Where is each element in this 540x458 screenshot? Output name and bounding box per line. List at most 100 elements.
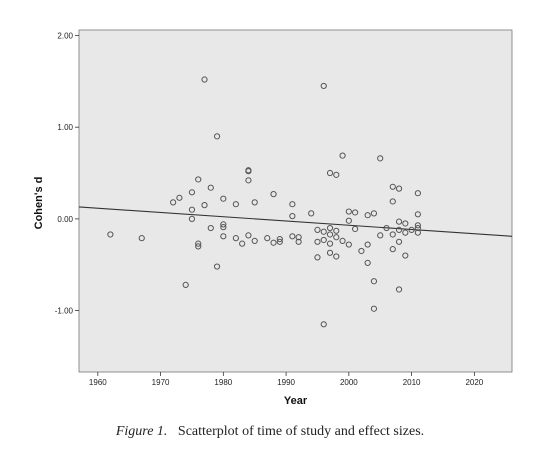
plot-background <box>78 29 513 373</box>
data-point <box>414 211 421 218</box>
data-point <box>345 241 352 248</box>
data-point <box>320 321 327 328</box>
data-point <box>414 190 421 197</box>
data-point <box>220 233 227 240</box>
data-point <box>289 201 296 208</box>
data-point <box>213 263 221 270</box>
figure-caption: Figure 1. Scatterplot of time of study a… <box>0 424 540 440</box>
data-point <box>182 281 189 288</box>
data-point <box>270 191 277 198</box>
data-point <box>188 215 196 222</box>
data-point <box>402 229 409 236</box>
data-point <box>239 240 246 247</box>
data-point <box>220 195 227 202</box>
data-point <box>195 176 202 183</box>
data-point <box>345 217 352 224</box>
data-point <box>352 209 359 216</box>
data-point <box>383 224 390 232</box>
data-point <box>370 305 378 312</box>
data-point <box>207 224 214 232</box>
data-point <box>395 185 403 192</box>
data-point <box>320 228 327 235</box>
data-point <box>314 254 321 261</box>
data-point <box>377 155 384 162</box>
data-point <box>320 82 327 90</box>
data-point <box>188 189 196 196</box>
y-tick-label: 2.00 <box>57 32 73 41</box>
data-point <box>220 224 227 231</box>
x-tick-label: 1970 <box>152 378 170 387</box>
data-point <box>220 221 227 228</box>
data-point <box>213 133 221 140</box>
data-point <box>308 210 315 217</box>
data-point <box>289 233 296 240</box>
data-point <box>201 76 208 83</box>
data-point <box>314 238 321 245</box>
y-axis-title: Cohen's d <box>33 177 45 230</box>
data-point <box>414 222 421 229</box>
data-point <box>232 201 239 208</box>
data-point <box>389 183 396 190</box>
data-point <box>195 240 202 247</box>
data-point <box>295 234 302 241</box>
data-point <box>395 226 403 233</box>
data-point <box>364 259 371 266</box>
data-point <box>245 232 252 239</box>
data-point <box>245 177 252 184</box>
data-point <box>320 236 327 244</box>
data-point <box>358 247 365 255</box>
data-point <box>370 278 378 285</box>
data-point <box>251 237 258 244</box>
scatter-chart: 1960 1970 1980 1990 2000 2010 2020 -1.00 0.00 1.0… <box>33 29 513 407</box>
data-point <box>326 231 334 238</box>
caption-text: Scatterplot of time of study and effect … <box>177 424 425 439</box>
data-point <box>364 212 371 219</box>
data-point <box>395 238 403 245</box>
data-point <box>276 235 283 243</box>
data-point <box>414 229 421 236</box>
data-point <box>339 237 346 244</box>
data-point <box>408 226 415 233</box>
data-point <box>389 198 396 205</box>
data-point <box>389 231 396 238</box>
data-point <box>295 238 302 245</box>
data-point <box>289 213 296 220</box>
data-point <box>395 218 403 225</box>
data-point <box>352 225 359 233</box>
y-tick-label: 0.00 <box>57 215 73 224</box>
data-point <box>402 220 409 227</box>
data-point <box>414 224 421 232</box>
data-point <box>377 232 384 239</box>
data-point <box>138 235 145 242</box>
x-tick-label: 2020 <box>465 378 483 387</box>
data-point <box>345 208 352 215</box>
data-point <box>326 169 334 177</box>
x-axis-title: Year <box>284 395 308 407</box>
data-point <box>333 171 340 178</box>
data-point <box>232 235 239 242</box>
x-tick-label: 1990 <box>277 378 295 387</box>
data-point <box>389 246 396 253</box>
data-point <box>364 241 371 248</box>
data-point <box>270 239 277 246</box>
x-tick-label: 2000 <box>340 378 358 387</box>
data-point <box>326 224 334 232</box>
figure-label: Figure 1. <box>115 424 168 439</box>
data-point <box>333 253 340 260</box>
data-point <box>251 199 258 206</box>
y-tick-label: 1.00 <box>57 123 73 132</box>
data-point <box>107 231 114 238</box>
x-tick-label: 2010 <box>403 378 421 387</box>
data-point <box>264 235 271 242</box>
y-tick-label: -1.00 <box>55 307 74 316</box>
data-point <box>245 168 252 175</box>
data-point <box>170 199 177 206</box>
data-point <box>395 286 403 293</box>
data-point <box>333 227 340 234</box>
data-point <box>326 240 334 247</box>
data-point <box>276 238 283 245</box>
data-point <box>370 210 378 217</box>
x-tick-label: 1960 <box>89 378 107 387</box>
data-point <box>314 226 321 233</box>
data-point <box>402 252 409 259</box>
